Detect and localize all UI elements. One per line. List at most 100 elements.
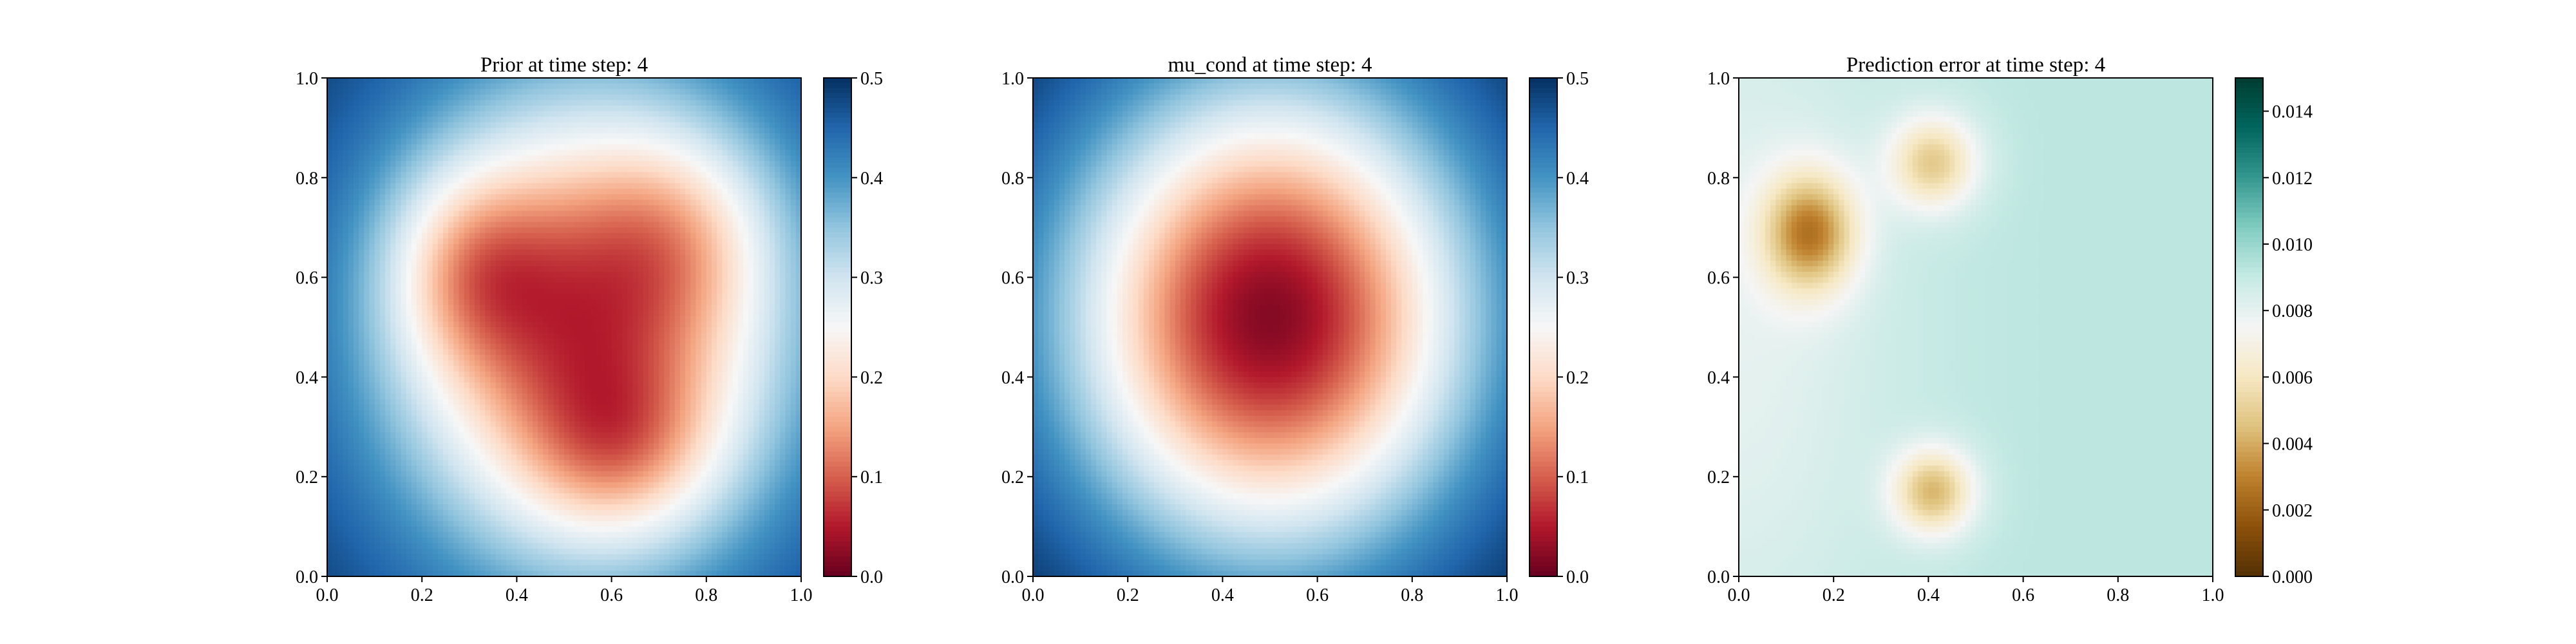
heatmap-cell	[612, 244, 618, 250]
heatmap-cell	[585, 117, 591, 122]
heatmap-cell	[649, 261, 654, 267]
heatmap-cell	[385, 305, 391, 311]
heatmap-cell	[654, 344, 659, 350]
heatmap-cell	[770, 167, 775, 173]
heatmap-cell	[506, 355, 512, 361]
heatmap-cell	[753, 294, 759, 299]
heatmap-cell	[406, 216, 412, 222]
heatmap-cell	[606, 294, 612, 299]
heatmap-cell	[417, 155, 422, 161]
heatmap-cell	[601, 106, 607, 111]
heatmap-cell	[533, 377, 538, 383]
heatmap-cell	[475, 222, 480, 228]
heatmap-cell	[622, 349, 628, 355]
heatmap-cell	[459, 133, 464, 139]
heatmap-cell	[427, 183, 433, 189]
heatmap-cell	[612, 172, 618, 178]
heatmap-cell	[632, 355, 638, 361]
heatmap-cell	[433, 122, 439, 128]
heatmap-cell	[548, 150, 554, 156]
heatmap-cell	[380, 316, 386, 322]
heatmap-cell	[601, 139, 607, 145]
heatmap-cell	[596, 233, 601, 239]
heatmap-cell	[743, 299, 749, 305]
heatmap-cell	[375, 111, 381, 117]
heatmap-cell	[369, 255, 375, 261]
heatmap-cell	[612, 100, 618, 106]
heatmap-cell	[548, 349, 554, 355]
heatmap-cell	[422, 327, 428, 333]
heatmap-cell	[627, 372, 633, 377]
heatmap-cell	[627, 205, 633, 211]
heatmap-cell	[480, 161, 486, 167]
heatmap-cell	[533, 100, 538, 106]
heatmap-cell	[627, 216, 633, 222]
heatmap-cell	[480, 333, 486, 339]
heatmap-cell	[385, 205, 391, 211]
heatmap-cell	[738, 321, 744, 327]
heatmap-cell	[643, 227, 649, 233]
heatmap-cell	[538, 289, 544, 294]
heatmap-cell	[643, 250, 649, 256]
heatmap-cell	[706, 89, 712, 95]
heatmap-cell	[759, 377, 765, 383]
heatmap-cell	[780, 238, 786, 244]
heatmap-cell	[443, 200, 449, 205]
heatmap-cell	[601, 167, 607, 173]
heatmap-cell	[670, 161, 676, 167]
heatmap-cell	[685, 310, 691, 316]
heatmap-cell	[522, 310, 528, 316]
heatmap-cell	[685, 333, 691, 339]
heatmap-cell	[696, 238, 701, 244]
heatmap-cell	[496, 183, 502, 189]
heatmap-cell	[527, 106, 533, 111]
heatmap-cell	[696, 117, 701, 122]
heatmap-cell	[775, 344, 781, 350]
heatmap-cell	[395, 333, 401, 339]
heatmap-cell	[448, 255, 454, 261]
heatmap-cell	[753, 95, 759, 100]
heatmap-cell	[496, 294, 502, 299]
heatmap-cell	[712, 200, 717, 205]
heatmap-cell	[438, 178, 444, 184]
heatmap-cell	[475, 144, 480, 150]
heatmap-cell	[485, 84, 491, 90]
heatmap-cell	[390, 155, 396, 161]
heatmap-cell	[617, 294, 623, 299]
heatmap-cell	[385, 222, 391, 228]
heatmap-cell	[569, 377, 575, 383]
heatmap-cell	[337, 111, 343, 117]
heatmap-cell	[359, 128, 365, 133]
heatmap-cell	[717, 310, 723, 316]
heatmap-cell	[337, 278, 343, 283]
heatmap-cell	[364, 261, 370, 267]
heatmap-cell	[785, 178, 791, 184]
heatmap-cell	[511, 89, 517, 95]
heatmap-cell	[417, 167, 422, 173]
heatmap-cell	[722, 289, 728, 294]
heatmap-cell	[427, 338, 433, 344]
heatmap-cell	[638, 128, 643, 133]
heatmap-cell	[574, 255, 580, 261]
heatmap-cell	[748, 150, 754, 156]
heatmap-cell	[443, 167, 449, 173]
heatmap-cell	[785, 150, 791, 156]
heatmap-cell	[627, 233, 633, 239]
heatmap-cell	[475, 106, 480, 111]
heatmap-cell	[516, 361, 522, 366]
heatmap-cell	[469, 183, 475, 189]
heatmap-cell	[748, 289, 754, 294]
heatmap-cell	[453, 227, 459, 233]
heatmap-cell	[438, 278, 444, 283]
heatmap-cell	[491, 139, 497, 145]
heatmap-cell	[448, 244, 454, 250]
heatmap-cell	[748, 316, 754, 322]
heatmap-cell	[632, 294, 638, 299]
heatmap-cell	[717, 100, 723, 106]
heatmap-cell	[491, 333, 497, 339]
heatmap-cell	[596, 78, 601, 84]
heatmap-cell	[538, 89, 544, 95]
heatmap-cell	[359, 172, 365, 178]
heatmap-cell	[622, 216, 628, 222]
heatmap-cell	[464, 261, 470, 267]
